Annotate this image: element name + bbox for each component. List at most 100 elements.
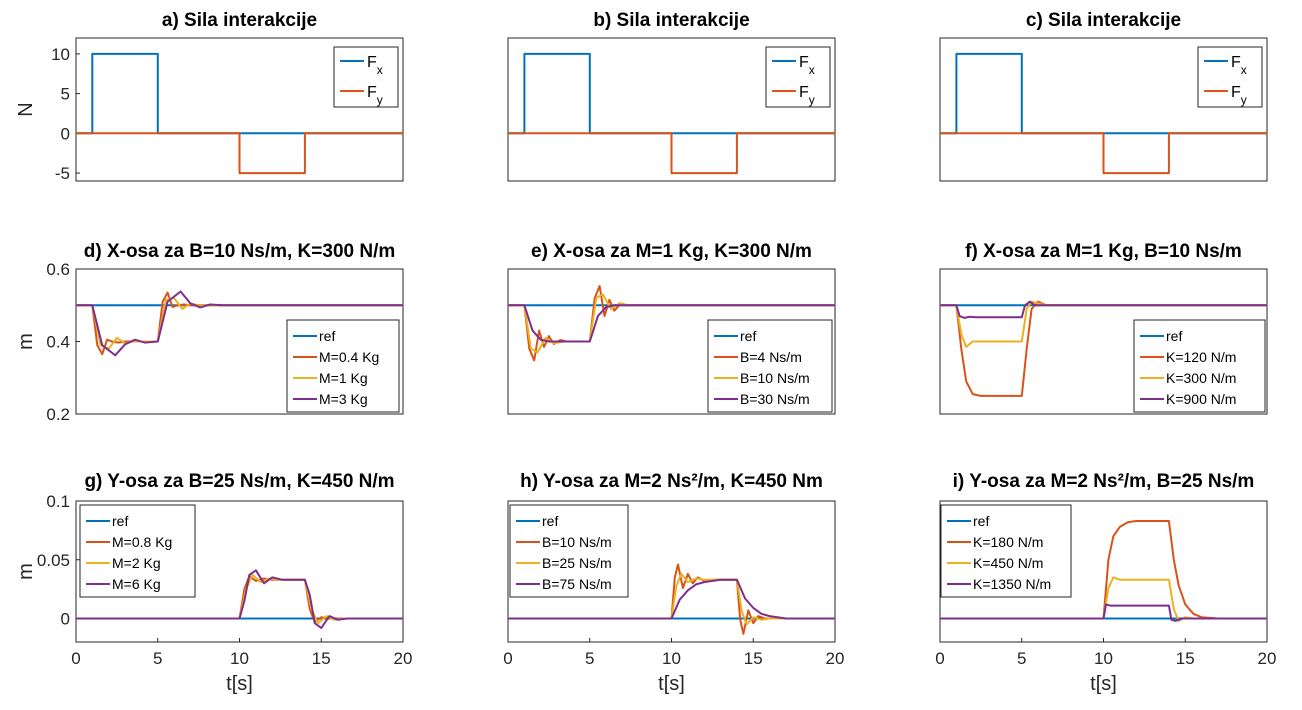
series-line-i-3 [940, 603, 1267, 622]
y-axis-label: N [15, 102, 37, 116]
legend-g: ref M=0.8 Kg M=2 Kg M=6 Kg [79, 504, 196, 598]
subplot-h: h) Y-osa za M=2 Ns²/m, K=450 Nm 0 5 10 15 20 t… [503, 471, 844, 695]
legend-label: ref [319, 328, 335, 344]
series-group-i [940, 520, 1267, 622]
legend-box [765, 46, 831, 108]
chart-title-c: c) Sila interakcije [1026, 10, 1181, 31]
legend-label: M=3 Kg [319, 391, 368, 407]
chart-title-e: e) X-osa za M=1 Kg, K=300 N/m [531, 241, 812, 262]
legend-label: M=0.4 Kg [319, 349, 379, 365]
x-tick-label: 20 [1258, 649, 1277, 668]
legend-label: K=900 N/m [1166, 391, 1236, 407]
x-tick-label: 5 [585, 649, 594, 668]
legend-label: ref [112, 513, 128, 529]
x-tick-label: 20 [394, 649, 413, 668]
legend-e: ref B=4 Ns/m B=10 Ns/m B=30 Ns/m [707, 319, 833, 413]
series-line-c-0 [940, 52, 1267, 135]
subplot-d: d) X-osa za B=10 Ns/m, K=300 N/m 0.2 0.4 0.… [15, 241, 404, 424]
x-tick-label: 0 [71, 649, 80, 668]
series-line-b-0 [508, 52, 835, 135]
y-tick-label: 0.4 [46, 333, 70, 352]
legend-i: ref K=180 N/m K=450 N/m K=1350 N/m [940, 504, 1072, 598]
series-line-g-3 [76, 569, 403, 629]
subplot-e: e) X-osa za M=1 Kg, K=300 N/m ref B=4 Ns/m… [507, 241, 836, 415]
legend-label: K=300 N/m [1166, 370, 1236, 386]
legend-label: M=0.8 Kg [112, 534, 172, 550]
series-group-e [508, 285, 835, 362]
series-group-d [76, 290, 403, 357]
chart-title-h: h) Y-osa za M=2 Ns²/m, K=450 Nm [520, 471, 823, 492]
legend-box [333, 46, 399, 108]
x-tick-label: 10 [662, 649, 681, 668]
series-line-a-1 [76, 132, 403, 175]
chart-title-d: d) X-osa za B=10 Ns/m, K=300 N/m [84, 241, 396, 262]
subplot-i: i) Y-osa za M=2 Ns²/m, B=25 Ns/m 0 5 10 15 20… [935, 471, 1276, 695]
x-axis-label: t[s] [226, 673, 253, 695]
series-group-h [508, 563, 835, 635]
x-tick-label: 10 [1094, 649, 1113, 668]
legend-label: B=25 Ns/m [542, 555, 612, 571]
y-axis-label: m [15, 333, 37, 350]
legend-label: B=30 Ns/m [740, 391, 810, 407]
legend-h: ref B=10 Ns/m B=25 Ns/m B=75 Ns/m [509, 504, 629, 598]
legend-f: ref K=120 N/m K=300 N/m K=900 N/m [1133, 319, 1266, 413]
legend-label: B=75 Ns/m [542, 576, 612, 592]
series-group-c [940, 52, 1267, 175]
series-group-f [940, 300, 1267, 397]
y-tick-label: 0.1 [46, 492, 70, 511]
y-tick-label: 0.05 [37, 551, 70, 570]
series-group-b [508, 52, 835, 175]
series-group-g [76, 569, 403, 629]
chart-title-g: g) Y-osa za B=25 Ns/m, K=450 N/m [84, 471, 394, 492]
series-line-i-1 [940, 520, 1267, 620]
series-group-a [76, 52, 403, 175]
legend-box [1197, 46, 1263, 108]
x-tick-label: 0 [935, 649, 944, 668]
legend-label: ref [542, 513, 558, 529]
legend-label: K=1350 N/m [973, 576, 1051, 592]
chart-title-i: i) Y-osa za M=2 Ns²/m, B=25 Ns/m [953, 471, 1255, 492]
legend-label: M=2 Kg [112, 555, 161, 571]
series-line-f-2 [940, 300, 1267, 348]
y-tick-label: 0.6 [46, 260, 70, 279]
chart-title-b: b) Sila interakcije [593, 10, 749, 31]
x-tick-label: 10 [230, 649, 249, 668]
chart-title-a: a) Sila interakcije [162, 10, 317, 31]
x-tick-label: 15 [312, 649, 331, 668]
y-tick-label: 0 [61, 610, 70, 629]
legend-label: K=120 N/m [1166, 349, 1236, 365]
x-tick-label: 5 [1017, 649, 1026, 668]
legend-d: ref M=0.4 Kg M=1 Kg M=3 Kg [286, 319, 400, 413]
legend-label: K=450 N/m [973, 555, 1043, 571]
legend-label: ref [1166, 328, 1182, 344]
x-tick-label: 0 [503, 649, 512, 668]
series-line-h-3 [508, 578, 835, 620]
x-tick-label: 20 [826, 649, 845, 668]
y-tick-label: 0 [61, 124, 70, 143]
series-line-b-1 [508, 132, 835, 175]
x-tick-label: 15 [744, 649, 763, 668]
series-line-f-3 [940, 300, 1267, 319]
x-tick-label: 15 [1176, 649, 1195, 668]
y-tick-label: 5 [61, 85, 70, 104]
legend-label: B=4 Ns/m [740, 349, 802, 365]
subplot-f: f) X-osa za M=1 Kg, B=10 Ns/m ref K=120 N/… [939, 241, 1268, 415]
x-axis-label: t[s] [1090, 673, 1117, 695]
legend-label: M=1 Kg [319, 370, 368, 386]
legend-label: B=10 Ns/m [542, 534, 612, 550]
x-axis-label: t[s] [658, 673, 685, 695]
series-line-a-0 [76, 52, 403, 135]
y-tick-label: 10 [51, 45, 70, 64]
x-tick-label: 5 [153, 649, 162, 668]
chart-title-f: f) X-osa za M=1 Kg, B=10 Ns/m [965, 241, 1242, 262]
series-line-d-3 [76, 290, 403, 357]
series-line-f-1 [940, 300, 1267, 397]
legend-label: K=180 N/m [973, 534, 1043, 550]
y-axis-label: m [15, 563, 37, 580]
series-line-c-1 [940, 132, 1267, 175]
